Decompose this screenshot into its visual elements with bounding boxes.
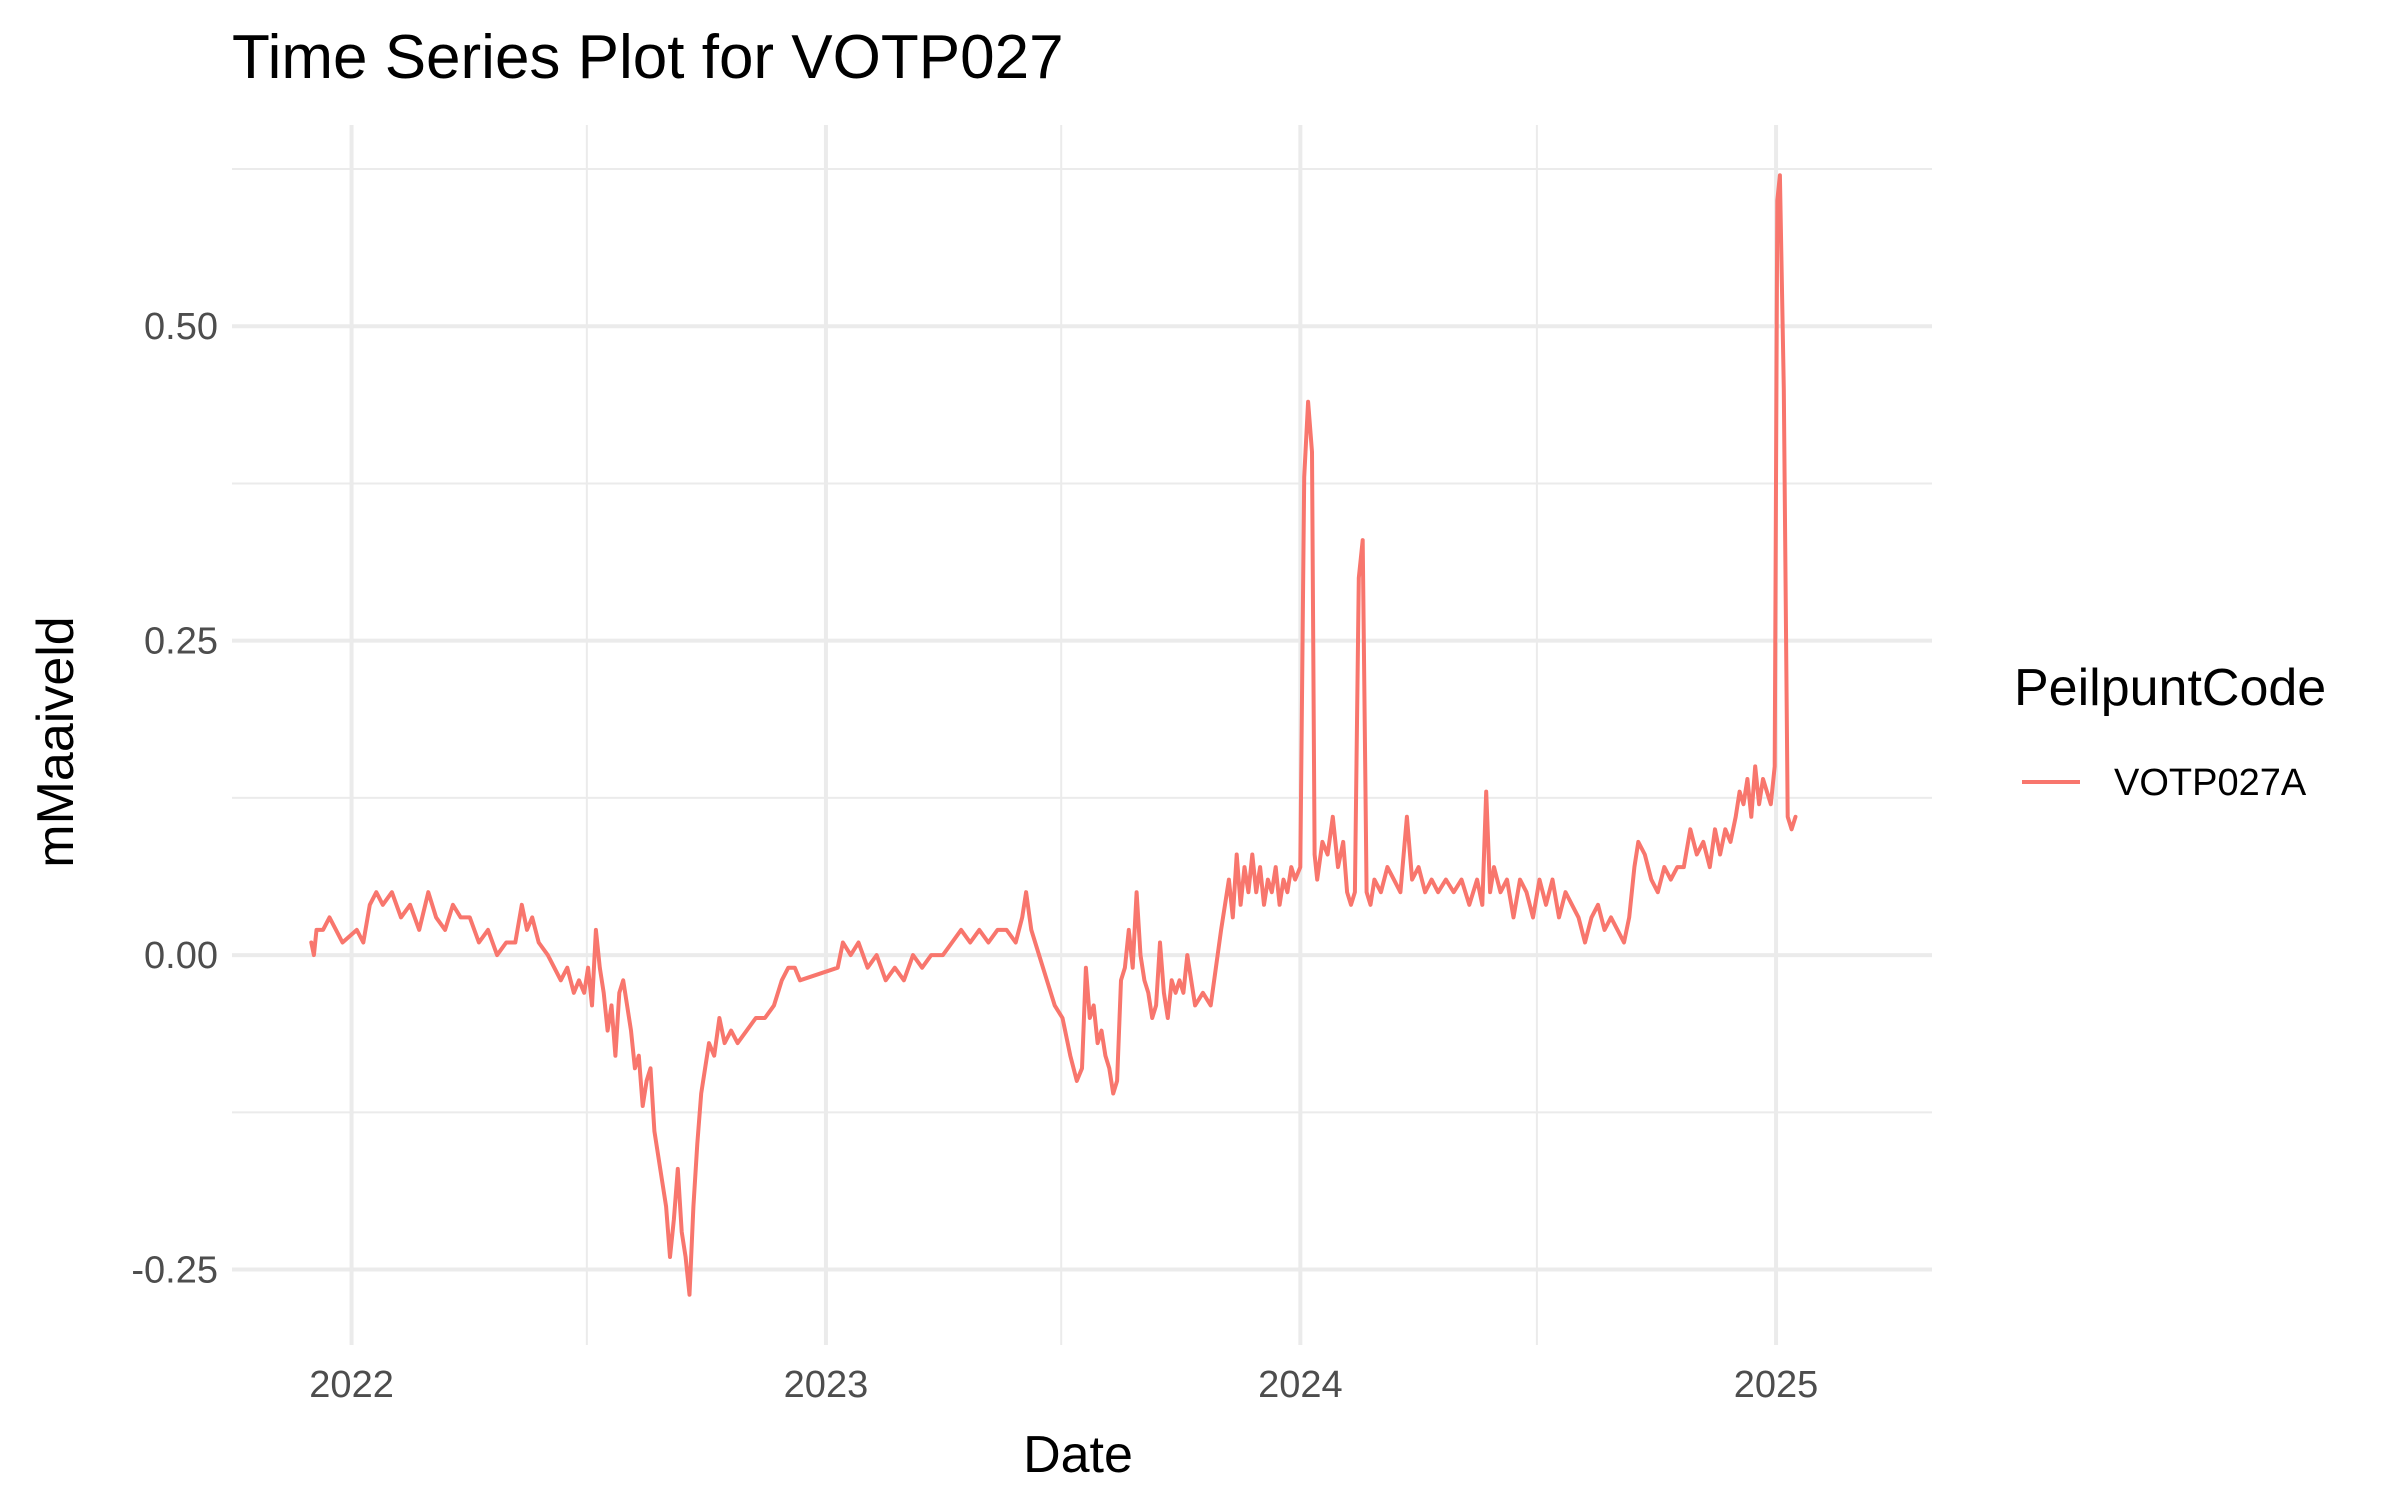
- x-tick-label: 2023: [784, 1364, 869, 1406]
- y-tick-label: 0.50: [144, 306, 218, 348]
- x-tick-labels: 2022 2023 2024 2025: [309, 1364, 1818, 1406]
- x-axis-title: Date: [1023, 1426, 1133, 1484]
- x-tick-label: 2022: [309, 1364, 394, 1406]
- y-tick-label: 0.00: [144, 935, 218, 977]
- y-axis-title: mMaaiveld: [27, 616, 85, 867]
- y-tick-label: -0.25: [131, 1250, 218, 1292]
- chart-title: Time Series Plot for VOTP027: [232, 23, 1064, 92]
- legend-title: PeilpuntCode: [2014, 659, 2326, 717]
- x-tick-label: 2025: [1734, 1364, 1819, 1406]
- grid: [232, 125, 1932, 1345]
- legend-label: VOTP027A: [2114, 762, 2307, 804]
- x-tick-label: 2024: [1258, 1364, 1343, 1406]
- series-line-votp027a: [309, 173, 1798, 1297]
- y-tick-label: 0.25: [144, 621, 218, 663]
- legend: PeilpuntCode VOTP027A: [2014, 659, 2326, 804]
- y-tick-labels: -0.25 0.00 0.25 0.50: [131, 306, 218, 1291]
